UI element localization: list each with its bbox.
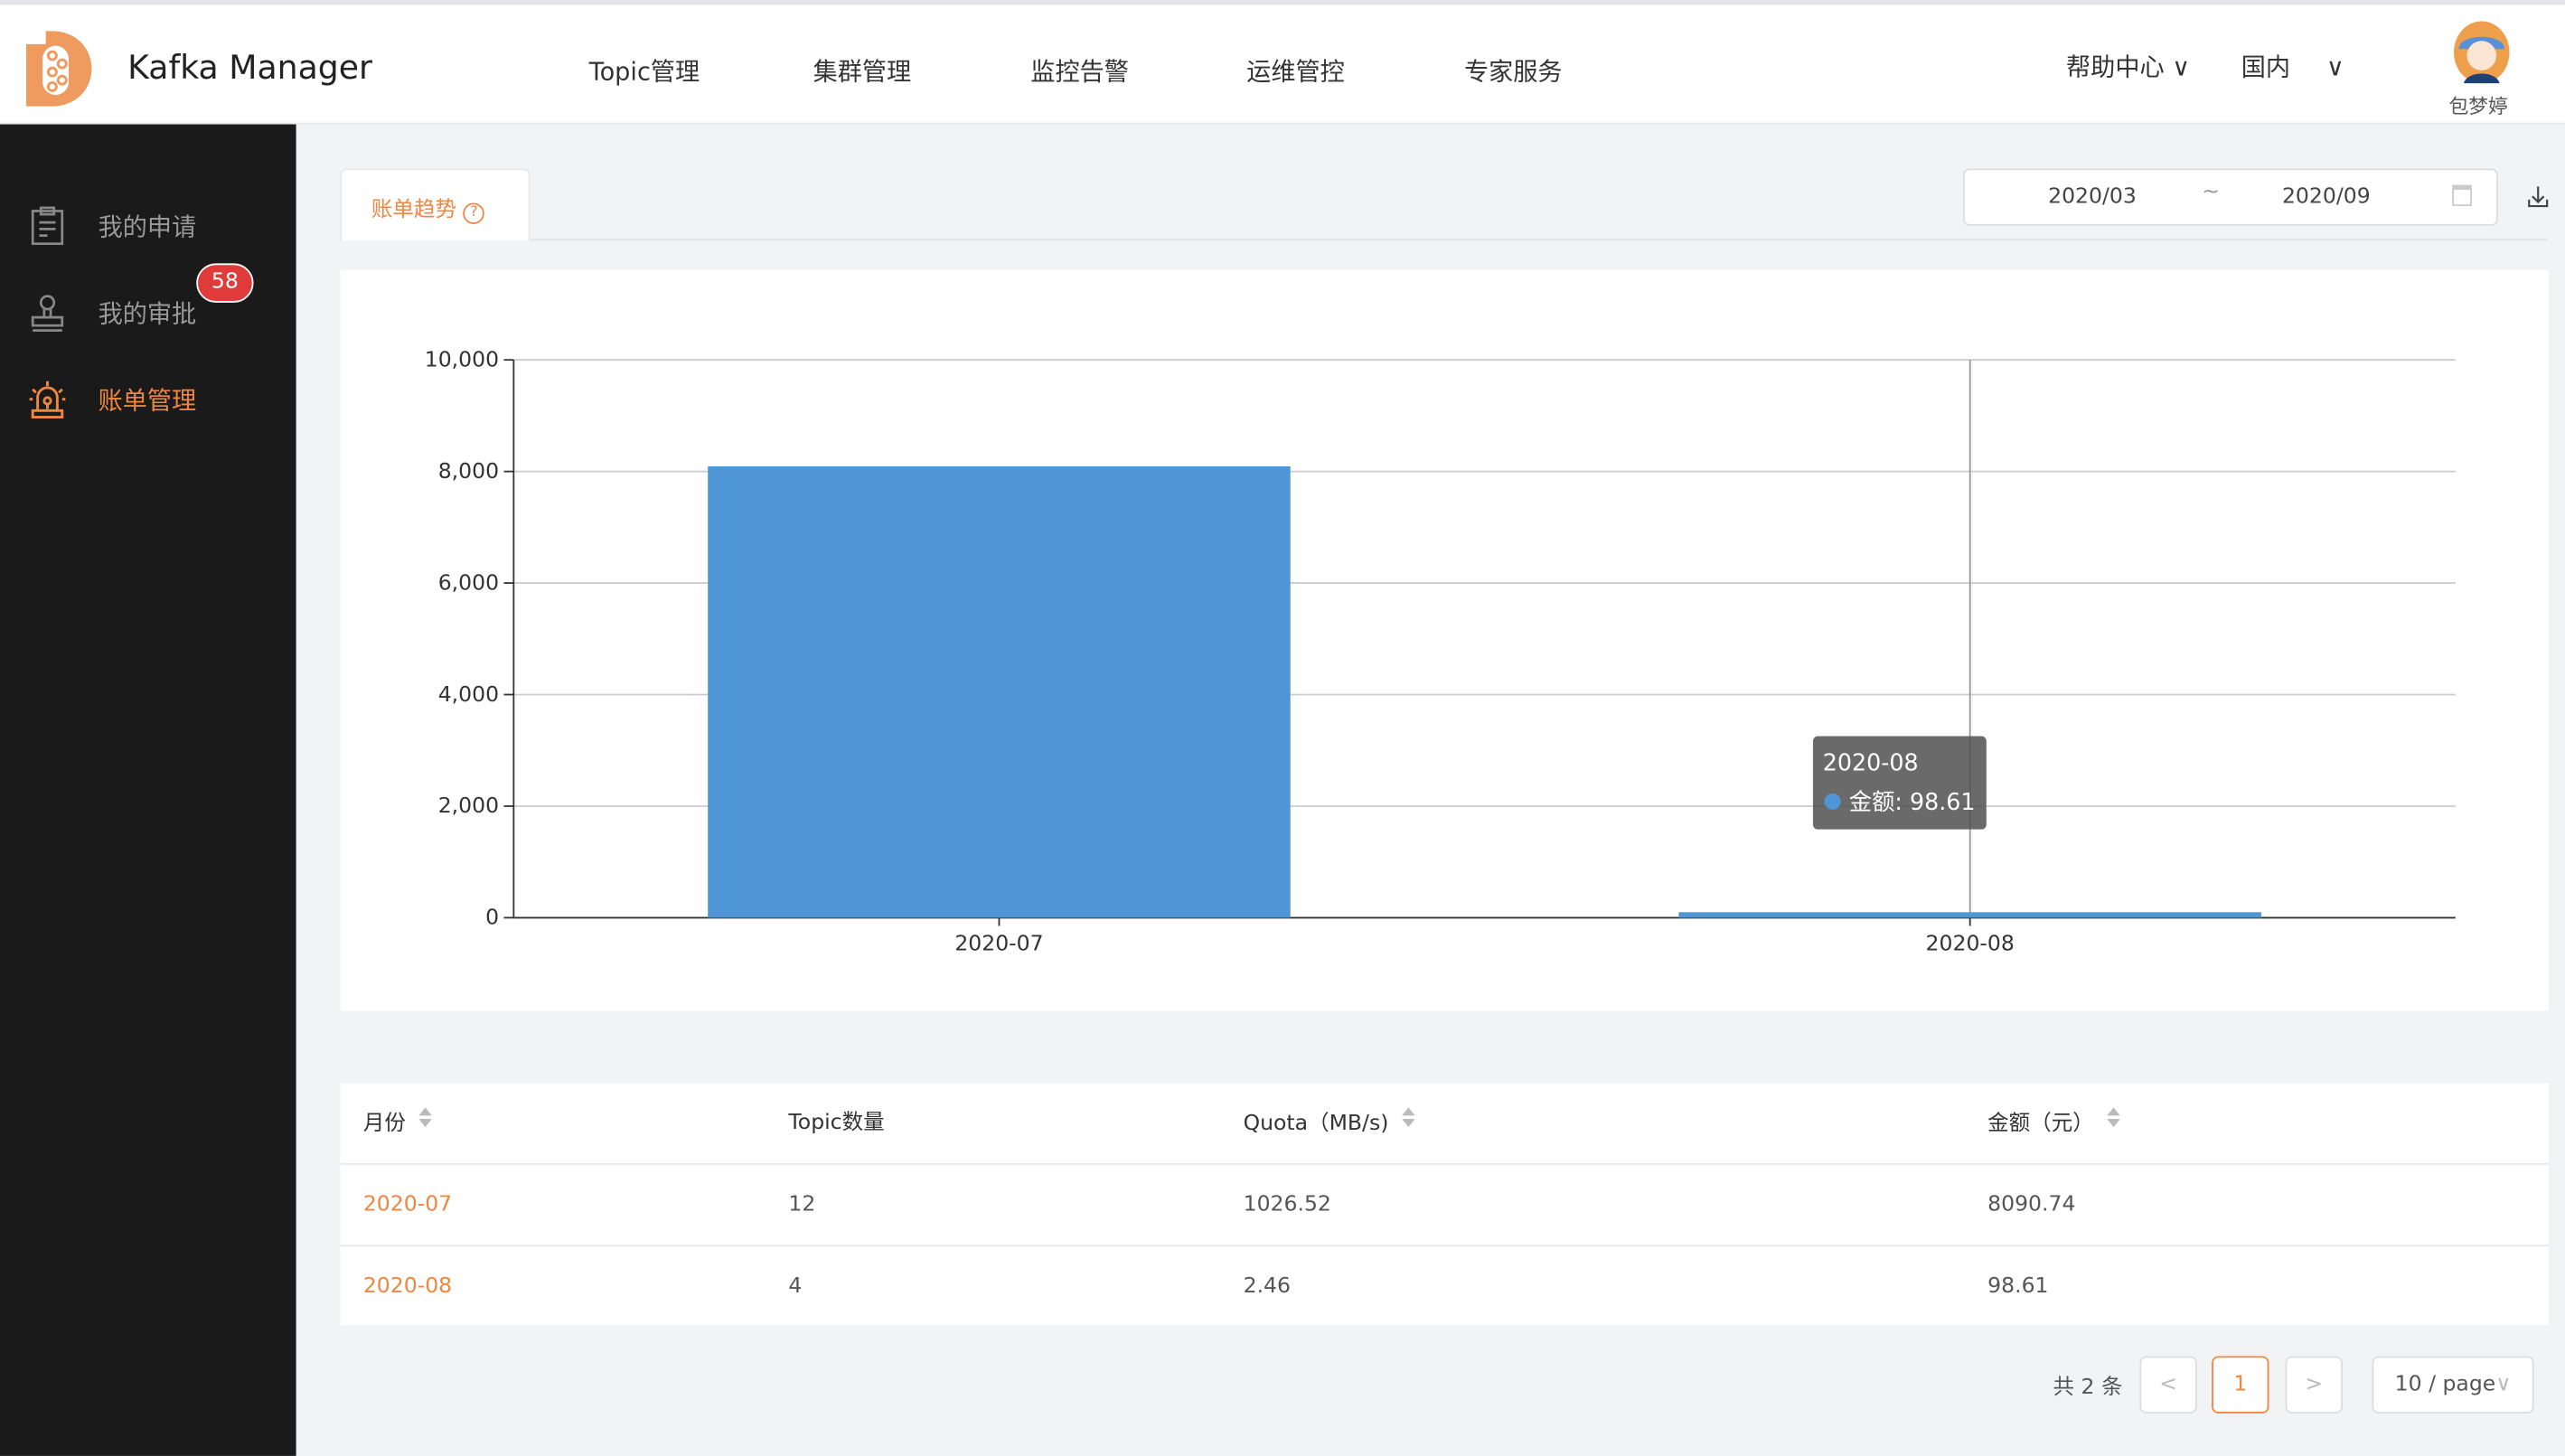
sidebar-item-label: 我的申请 <box>98 211 197 241</box>
alarm-icon <box>29 380 66 418</box>
tab-divider <box>530 239 2548 241</box>
tab-label: 账单趋势 <box>371 198 457 223</box>
page-size-select[interactable]: 10 / page∨ <box>2372 1356 2534 1414</box>
quota-cell: 1026.52 <box>1243 1192 1331 1217</box>
pagination-total: 共 2 条 <box>2053 1376 2123 1401</box>
download-icon[interactable] <box>2527 185 2549 208</box>
tab-bill-trend[interactable]: 账单趋势 ? <box>340 168 531 241</box>
column-header-amount[interactable]: 金额（元） <box>1987 1083 2120 1165</box>
tooltip <box>1812 736 1987 830</box>
top-bar: Kafka Manager Topic管理 集群管理 监控告警 运维管控 专家服… <box>0 0 2565 125</box>
date-range-picker[interactable]: 2020/03 ~ 2020/09 <box>1963 168 2498 226</box>
sidebar-item-label: 我的审批 <box>98 298 197 328</box>
quota-cell: 2.46 <box>1243 1273 1292 1300</box>
sort-icon[interactable] <box>1401 1083 1415 1165</box>
end-date[interactable]: 2020/09 <box>2281 184 2371 210</box>
help-menu[interactable]: 帮助中心 ∨ <box>2066 49 2190 83</box>
prev-page-button[interactable]: < <box>2139 1356 2197 1414</box>
nav-monitor[interactable]: 监控告警 <box>1030 57 1129 87</box>
chevron-down-icon: ∨ <box>2495 1372 2512 1397</box>
header-label: 金额（元） <box>1987 1111 2094 1137</box>
sidebar-item-billing[interactable]: 账单管理 <box>0 366 296 431</box>
chart-card: 0 2,000 4,000 6,000 8,000 10,000 2020-07 2020-0… <box>340 269 2549 1011</box>
chevron-down-icon: ∨ <box>2164 52 2191 82</box>
topic-count-cell: 12 <box>788 1192 816 1217</box>
header-label: 月份 <box>362 1111 406 1137</box>
y-tick-label: 8,000 <box>438 458 499 484</box>
next-page-button[interactable]: > <box>2285 1356 2343 1414</box>
range-separator: ~ <box>2202 180 2221 205</box>
bill-trend-chart: 0 2,000 4,000 6,000 8,000 10,000 2020-07 2020-0… <box>425 346 2456 956</box>
page-size-label: 10 / page <box>2394 1372 2496 1397</box>
page-1-button[interactable]: 1 <box>2212 1356 2269 1414</box>
start-date[interactable]: 2020/03 <box>2048 184 2137 210</box>
column-header-quota[interactable]: Quota（MB/s) <box>1244 1083 1415 1165</box>
calendar-icon <box>2452 184 2472 207</box>
month-link[interactable]: 2020-08 <box>362 1273 453 1300</box>
bill-table: 月份 Topic数量 Quota（MB/s) 金额（元） 2020-07 12 … <box>340 1083 2549 1327</box>
region-select[interactable]: 国内 ∨ <box>2241 49 2344 83</box>
table-row: 2020-07 12 1026.52 8090.74 <box>340 1162 2549 1245</box>
sidebar-item-my-requests[interactable]: 我的申请 <box>0 193 296 258</box>
month-link[interactable]: 2020-07 <box>362 1192 453 1217</box>
amount-cell: 8090.74 <box>1987 1192 2076 1217</box>
nav-ops[interactable]: 运维管控 <box>1246 57 1345 87</box>
approval-count-badge: 58 <box>196 263 254 303</box>
stamp-icon <box>31 295 64 332</box>
nav-topic[interactable]: Topic管理 <box>588 57 700 87</box>
tooltip-marker <box>1824 793 1841 810</box>
x-tick-label: 2020-07 <box>954 931 1043 956</box>
sort-icon[interactable] <box>2107 1083 2120 1165</box>
column-header-month[interactable]: 月份 <box>363 1083 432 1165</box>
tooltip-value: 金额: 98.61 <box>1849 788 1976 815</box>
y-tick-label: 4,000 <box>438 681 499 707</box>
topic-count-cell: 4 <box>788 1273 803 1300</box>
help-circle-icon[interactable]: ? <box>463 202 485 224</box>
sidebar-item-my-approvals[interactable]: 我的审批 <box>0 280 296 345</box>
nav-cluster[interactable]: 集群管理 <box>813 57 912 87</box>
app-title: Kafka Manager <box>127 47 372 87</box>
chevron-down-icon: ∨ <box>2325 52 2344 82</box>
user-name: 包梦婷 <box>2448 94 2508 118</box>
logo-icon <box>25 31 92 107</box>
region-label: 国内 <box>2241 52 2291 82</box>
avatar[interactable] <box>2450 21 2513 84</box>
column-header-topic-count: Topic数量 <box>788 1110 885 1136</box>
help-label: 帮助中心 <box>2066 52 2165 82</box>
table-row: 2020-08 4 2.46 98.61 <box>340 1245 2549 1327</box>
sidebar <box>0 124 296 1456</box>
sidebar-item-label: 账单管理 <box>98 385 197 415</box>
x-tick-label: 2020-08 <box>1926 931 2015 956</box>
tooltip-title: 2020-08 <box>1823 749 1919 776</box>
sort-icon[interactable] <box>418 1083 432 1165</box>
bar <box>1678 912 2261 918</box>
nav-expert[interactable]: 专家服务 <box>1463 57 1563 87</box>
header-label: Quota（MB/s) <box>1243 1111 1389 1137</box>
clipboard-icon <box>31 206 64 246</box>
y-tick-label: 0 <box>485 905 499 930</box>
bar <box>708 466 1291 918</box>
amount-cell: 98.61 <box>1987 1273 2049 1300</box>
y-tick-label: 6,000 <box>438 569 499 595</box>
y-tick-label: 2,000 <box>438 793 499 818</box>
y-tick-label: 10,000 <box>425 346 499 371</box>
